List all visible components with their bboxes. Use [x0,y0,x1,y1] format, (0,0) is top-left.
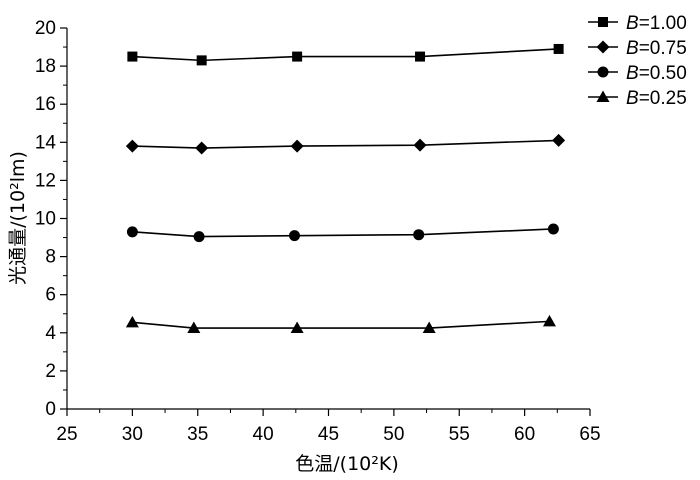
legend-marker [597,66,609,78]
data-point [195,141,209,155]
y-tick-label: 6 [45,285,56,306]
data-point [125,139,139,153]
y-tick-label: 2 [45,361,56,382]
y-axis-title: 光通量/(10²lm) [7,151,29,285]
y-tick-label: 20 [35,18,56,39]
legend-item: B=0.50 [588,63,687,84]
data-point [290,321,304,334]
x-tick-label: 50 [383,424,404,445]
x-tick-label: 35 [187,424,208,445]
legend-label: B=0.50 [626,63,687,84]
legend: B=1.00 B=0.75 B=0.50 B=0.25 [588,13,687,109]
x-tick-label: 55 [449,424,470,445]
x-tick-label: 40 [253,424,274,445]
legend-marker [596,90,610,102]
series-2 [125,133,566,155]
x-tick-label: 30 [122,424,143,445]
y-tick-label: 16 [35,94,56,115]
legend-label: B=0.75 [626,38,687,59]
x-tick-label: 65 [579,424,600,445]
data-point [422,321,436,334]
y-tick-label: 14 [35,132,57,153]
data-point [413,229,425,241]
legend-marker [596,40,610,54]
legend-label: B=0.25 [626,88,687,109]
legend-item: B=0.25 [588,88,687,109]
legend-label: B=1.00 [626,13,687,34]
data-point [547,223,559,235]
data-point [553,43,564,54]
y-tick-label: 10 [35,209,56,230]
x-axis-title: 色温/(10²K) [295,453,398,475]
data-point [196,55,207,66]
x-tick-label: 45 [318,424,339,445]
data-point [542,314,556,327]
axes: 25 30 35 40 45 50 55 60 65 0 2 4 6 8 10 12 14 16 18 20 [35,18,601,445]
legend-marker [598,17,608,27]
x-tick-label: 25 [56,424,77,445]
series-3 [126,223,559,243]
data-point [415,51,426,62]
data-point [126,226,138,238]
data-point [289,230,301,242]
data-point [290,139,304,153]
x-tick-label: 60 [514,424,535,445]
data-point [413,138,427,152]
legend-item: B=0.75 [588,38,687,59]
y-tick-label: 8 [45,247,56,268]
y-tick-label: 12 [35,170,56,191]
legend-item: B=1.00 [588,13,687,34]
data-point [552,133,566,147]
y-tick-label: 18 [35,56,56,77]
series-4 [125,314,556,334]
data-point [127,51,138,62]
data-point [125,315,139,328]
series-1 [127,43,564,66]
data-point [187,321,201,334]
y-tick-label: 4 [45,323,56,344]
data-point [193,231,205,243]
series-line [132,48,559,62]
series-line [132,139,559,149]
y-tick-label: 0 [45,399,56,420]
series-layer [125,43,566,334]
data-point [292,51,303,62]
